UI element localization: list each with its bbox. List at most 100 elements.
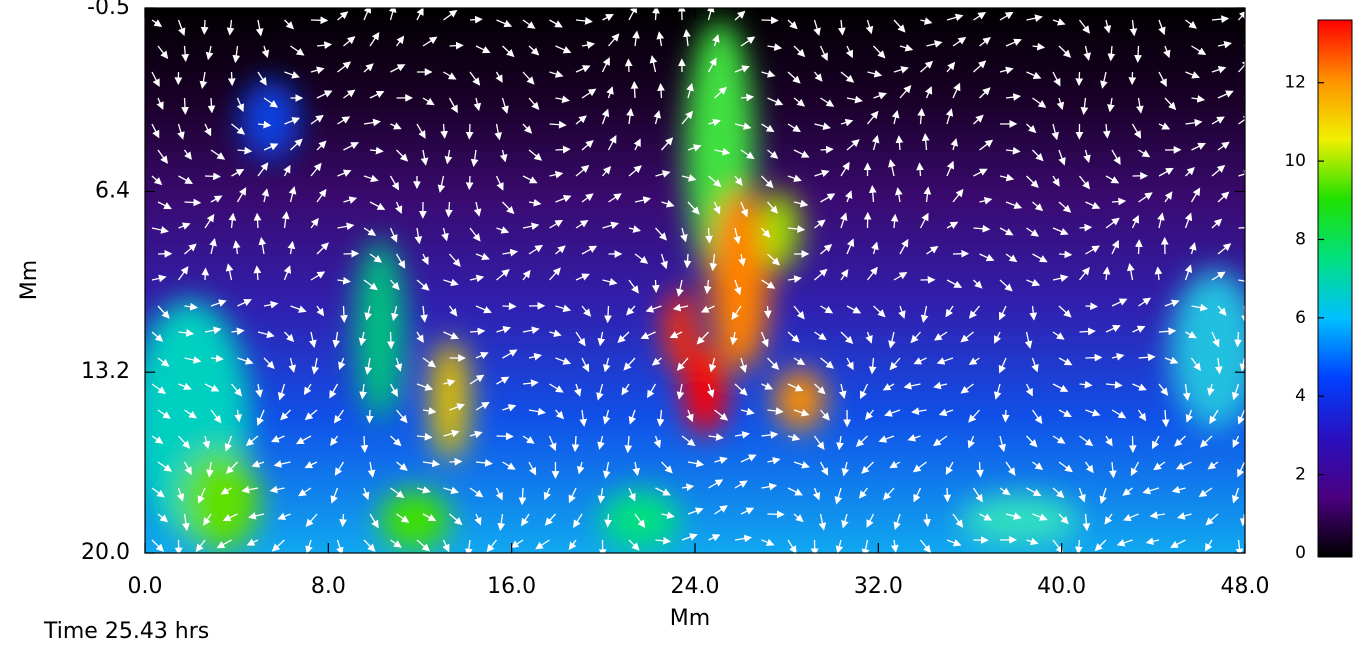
- velocity-arrow: [287, 240, 296, 255]
- velocity-arrow: [522, 19, 536, 29]
- velocity-arrow: [204, 326, 222, 335]
- velocity-arrow: [837, 19, 846, 36]
- velocity-arrow: [183, 461, 192, 476]
- velocity-arrow: [767, 253, 780, 266]
- velocity-arrow: [979, 139, 994, 151]
- velocity-arrow: [1032, 149, 1044, 162]
- velocity-arrow: [1158, 167, 1174, 177]
- velocity-arrow: [177, 19, 186, 37]
- velocity-arrow: [871, 241, 879, 255]
- velocity-arrow: [820, 305, 834, 314]
- velocity-arrow: [734, 122, 752, 130]
- velocity-arrow: [422, 36, 438, 47]
- velocity-arrow: [333, 409, 345, 424]
- velocity-arrow: [1211, 271, 1226, 281]
- velocity-arrow: [336, 539, 344, 553]
- velocity-arrow: [628, 279, 639, 294]
- velocity-arrow: [868, 357, 877, 375]
- velocity-arrow: [855, 435, 868, 447]
- velocity-arrow: [257, 120, 272, 129]
- velocity-arrow: [913, 487, 922, 503]
- velocity-arrow: [1058, 461, 1073, 473]
- velocity-arrow: [416, 486, 431, 494]
- velocity-arrow: [528, 244, 544, 255]
- velocity-arrow: [1107, 97, 1115, 113]
- colorbar-tick-label: 6: [1295, 308, 1306, 328]
- velocity-arrow: [1185, 166, 1195, 177]
- velocity-arrow: [628, 487, 636, 502]
- velocity-arrow: [912, 461, 927, 473]
- velocity-arrow: [1052, 383, 1069, 392]
- field: [145, 8, 1245, 553]
- velocity-arrow: [818, 513, 827, 531]
- velocity-arrow: [496, 376, 510, 385]
- y-tick-label: 13.2: [81, 359, 130, 384]
- velocity-arrow: [760, 331, 769, 348]
- velocity-arrow: [602, 409, 611, 425]
- velocity-arrow: [734, 480, 748, 489]
- velocity-arrow: [473, 201, 482, 217]
- velocity-arrow: [865, 331, 873, 344]
- velocity-arrow: [1058, 149, 1066, 166]
- velocity-arrow: [1105, 435, 1113, 447]
- velocity-arrow: [656, 31, 665, 47]
- velocity-arrow: [890, 213, 899, 229]
- velocity-arrow: [973, 224, 991, 233]
- velocity-arrow: [1149, 511, 1166, 520]
- velocity-arrow: [1137, 409, 1147, 422]
- velocity-arrow: [522, 175, 538, 184]
- velocity-arrow: [1052, 227, 1069, 236]
- velocity-arrow: [1094, 539, 1107, 552]
- velocity-arrow: [893, 19, 906, 33]
- velocity-arrow: [494, 123, 503, 141]
- velocity-arrow: [258, 236, 267, 255]
- velocity-arrow: [309, 331, 317, 348]
- velocity-arrow: [548, 435, 557, 452]
- velocity-arrow: [237, 357, 254, 365]
- velocity-arrow: [926, 40, 943, 48]
- velocity-arrow: [1029, 305, 1038, 321]
- velocity-arrow: [181, 45, 190, 62]
- velocity-arrow: [761, 538, 775, 546]
- velocity-arrow: [390, 279, 400, 291]
- velocity-arrow: [224, 435, 233, 452]
- velocity-arrow: [231, 383, 243, 397]
- colorbar-tick-label: 2: [1295, 465, 1306, 485]
- velocity-arrow: [469, 327, 486, 336]
- velocity-arrow: [1078, 487, 1086, 503]
- velocity-arrow: [475, 45, 491, 54]
- velocity-arrow: [845, 190, 853, 203]
- velocity-arrow: [486, 539, 498, 553]
- velocity-arrow: [812, 487, 821, 501]
- velocity-arrow: [1164, 97, 1177, 111]
- velocity-arrow: [602, 461, 611, 479]
- velocity-arrow: [651, 357, 662, 366]
- velocity-arrow: [364, 357, 373, 375]
- velocity-arrow: [946, 221, 959, 229]
- velocity-arrow: [339, 513, 347, 528]
- velocity-arrow: [714, 147, 731, 156]
- velocity-arrow: [946, 61, 956, 73]
- velocity-arrow: [899, 43, 914, 52]
- velocity-arrow: [157, 149, 168, 164]
- velocity-arrow: [1163, 45, 1171, 59]
- velocity-arrow: [390, 487, 405, 499]
- velocity-arrow: [151, 123, 160, 139]
- velocity-arrow: [227, 71, 236, 87]
- velocity-arrow: [1217, 305, 1227, 316]
- velocity-arrow: [1158, 122, 1171, 130]
- velocity-arrow: [1102, 266, 1111, 281]
- velocity-arrow: [369, 253, 383, 263]
- velocity-arrow: [834, 487, 843, 505]
- velocity-arrow: [257, 330, 275, 339]
- velocity-arrow: [1129, 19, 1138, 37]
- velocity-arrow: [1105, 175, 1120, 184]
- velocity-arrow: [787, 123, 801, 133]
- velocity-arrow: [861, 461, 874, 474]
- velocity-arrow: [343, 249, 360, 258]
- velocity-arrow: [1058, 409, 1072, 417]
- velocity-arrow: [952, 513, 964, 528]
- velocity-arrow: [653, 110, 661, 125]
- velocity-arrow: [1078, 266, 1090, 281]
- velocity-arrow: [960, 331, 974, 343]
